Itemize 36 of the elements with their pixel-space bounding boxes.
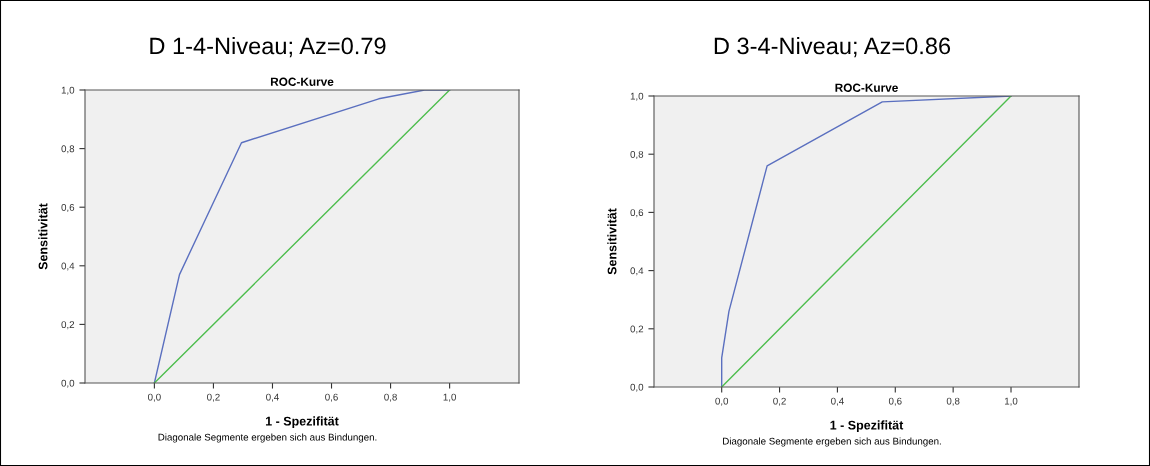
chart-subtitle: ROC-Kurve bbox=[270, 77, 334, 86]
x-tick-label: 0,8 bbox=[384, 393, 397, 402]
x-tick-label: 0,6 bbox=[325, 393, 338, 402]
x-tick-label: 0,8 bbox=[946, 397, 960, 406]
text: Diagonale Segmente ergeben sich aus Bindungen. bbox=[158, 433, 377, 443]
y-tick-label: 0,4 bbox=[630, 267, 644, 276]
x-tick-label: 0,4 bbox=[831, 397, 844, 406]
y-tick-label: 0,8 bbox=[61, 145, 75, 154]
x-axis-title: 1 - Spezifität bbox=[830, 420, 904, 433]
x-tick-label: 0,2 bbox=[773, 397, 786, 406]
y-axis-title: Sensitivität bbox=[607, 208, 617, 275]
y-tick-label: 0,2 bbox=[630, 325, 644, 334]
x-tick-label: 0,0 bbox=[715, 397, 729, 406]
x-tick-label: 1,0 bbox=[443, 393, 456, 402]
chart-title: D 1-4-Niveau; Az=0.79 bbox=[150, 37, 386, 58]
y-tick-label: 0,0 bbox=[630, 383, 644, 392]
y-tick-label: 0,4 bbox=[61, 262, 75, 271]
text: Diagonale Segmente ergeben sich aus Bindungen. bbox=[723, 437, 941, 447]
y-tick-label: 1,0 bbox=[61, 86, 75, 95]
x-tick-label: 0,0 bbox=[148, 393, 161, 402]
x-tick-label: 1,0 bbox=[1005, 397, 1018, 406]
x-tick-label: 0,4 bbox=[266, 393, 279, 402]
y-axis-title: Sensitivität bbox=[38, 203, 48, 270]
x-tick-label: 0,2 bbox=[207, 393, 220, 402]
x-axis-title: 1 - Spezifität bbox=[265, 416, 339, 429]
line-series bbox=[721, 96, 1012, 387]
y-tick-label: 0,2 bbox=[61, 321, 75, 330]
y-tick-label: 0,6 bbox=[630, 209, 644, 218]
y-tick-label: 1,0 bbox=[630, 92, 644, 101]
line-series bbox=[153, 90, 451, 383]
y-tick-label: 0,0 bbox=[61, 379, 75, 388]
chart-subtitle: ROC-Kurve bbox=[835, 83, 898, 92]
y-tick-label: 0,6 bbox=[61, 203, 75, 212]
chart-title: D 3-4-Niveau; Az=0.86 bbox=[714, 37, 951, 58]
y-tick-label: 0,8 bbox=[630, 150, 644, 159]
x-tick-label: 0,6 bbox=[888, 397, 902, 406]
